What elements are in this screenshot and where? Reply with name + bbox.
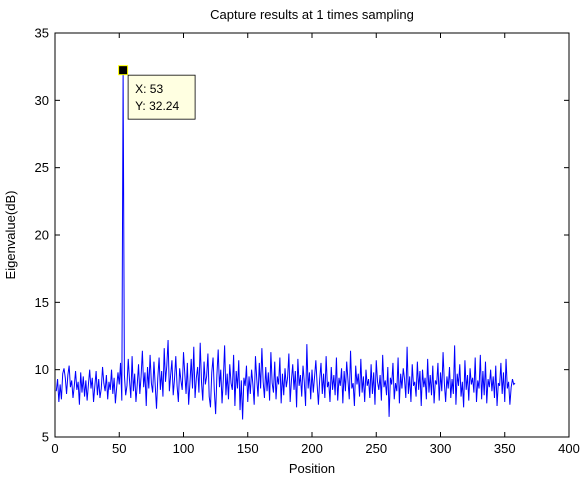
axis-ticks: 0 50 100 150 200 250 300 350 400 5 10 15 20 25 30 35: [35, 26, 580, 457]
x-tick-label: 0: [51, 441, 58, 456]
datatip-x-label: X: 53: [135, 82, 163, 96]
y-tick-label: 25: [35, 160, 49, 175]
y-tick-label: 20: [35, 228, 49, 243]
x-tick-label: 400: [558, 441, 580, 456]
x-tick-label: 200: [301, 441, 323, 456]
x-tick-label: 100: [173, 441, 195, 456]
datatip-y-label: Y: 32.24: [135, 99, 179, 113]
y-tick-label: 5: [42, 430, 49, 445]
y-tick-label: 10: [35, 362, 49, 377]
x-tick-label: 150: [237, 441, 259, 456]
x-axis-label: Position: [289, 461, 335, 476]
y-tick-label: 15: [35, 295, 49, 310]
y-axis-label: Eigenvalue(dB): [3, 191, 18, 280]
datatip-box: [127, 74, 196, 120]
x-tick-label: 350: [494, 441, 516, 456]
y-tick-label: 35: [35, 26, 49, 41]
series-line[interactable]: [55, 70, 516, 420]
x-tick-label: 50: [112, 441, 126, 456]
x-tick-label: 300: [430, 441, 452, 456]
chart-title: Capture results at 1 times sampling: [210, 7, 414, 22]
y-tick-label: 30: [35, 93, 49, 108]
datatip-marker[interactable]: [118, 65, 129, 76]
x-tick-label: 250: [365, 441, 387, 456]
